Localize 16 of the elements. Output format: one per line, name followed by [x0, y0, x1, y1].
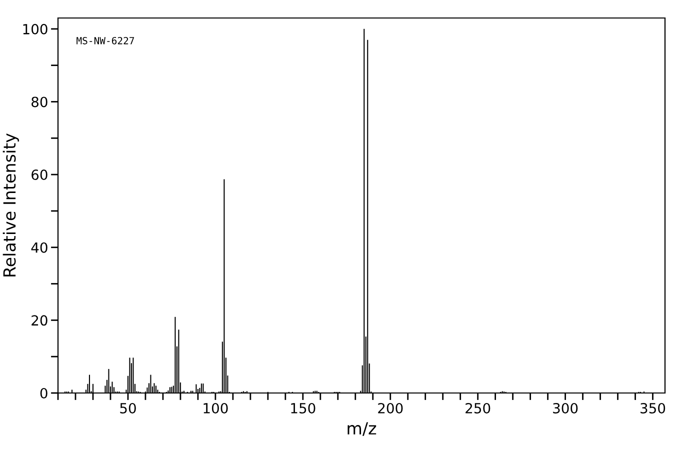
y-tick-label: 40: [31, 242, 48, 253]
x-tick-label: 50: [120, 402, 136, 414]
x-tick-label: 150: [291, 402, 316, 414]
y-tick-label: 20: [32, 315, 48, 326]
y-tick-label: 100: [23, 24, 48, 34]
x-tick-label: 100: [204, 402, 228, 414]
x-tick-label: 300: [553, 402, 578, 414]
y-tick-label: 0: [40, 388, 48, 398]
y-tick-label: 80: [32, 96, 48, 108]
x-axis-title: m/z: [348, 422, 376, 436]
y-tick-label: 60: [32, 170, 48, 180]
x-tick-label: 350: [640, 402, 666, 414]
x-tick-label: 250: [466, 402, 490, 414]
y-axis-title: Relative Intensity: [2, 133, 19, 276]
x-tick-label: 200: [378, 402, 403, 414]
annotation: MS-NW-6227: [76, 36, 134, 44]
